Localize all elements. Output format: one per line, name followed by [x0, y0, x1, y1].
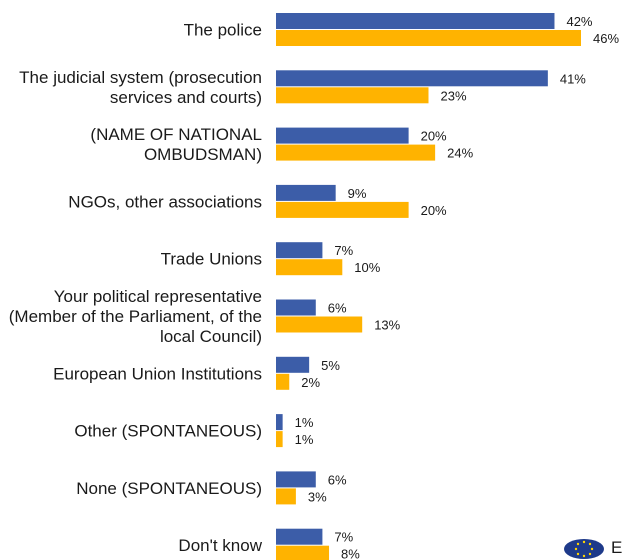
- bar-series-2: [276, 316, 363, 333]
- bar-series-1: [276, 528, 323, 545]
- bar-series-2: [276, 201, 409, 218]
- category-label: Don't know: [178, 536, 262, 555]
- bar-series-2: [276, 87, 429, 104]
- category-label: OMBUDSMAN): [144, 145, 262, 164]
- value-label: 41%: [560, 71, 586, 86]
- value-label: 20%: [421, 129, 447, 144]
- bar-series-1: [276, 70, 548, 87]
- bar-series-2: [276, 488, 296, 505]
- value-label: 7%: [334, 243, 353, 258]
- value-label: 8%: [341, 547, 360, 560]
- value-label: 6%: [328, 472, 347, 487]
- value-label: 1%: [295, 415, 314, 430]
- value-label: 3%: [308, 489, 327, 504]
- category-label: (NAME OF NATIONAL: [90, 125, 262, 144]
- bar-series-1: [276, 414, 283, 431]
- value-label: 5%: [321, 358, 340, 373]
- category-label: NGOs, other associations: [68, 192, 262, 211]
- value-label: 6%: [328, 301, 347, 316]
- bar-series-2: [276, 144, 436, 161]
- category-label: Your political representative: [54, 287, 262, 306]
- value-label: 1%: [295, 432, 314, 447]
- value-label: 10%: [354, 260, 380, 275]
- bar-series-1: [276, 242, 323, 259]
- category-label: Other (SPONTANEOUS): [74, 422, 262, 441]
- value-label: 20%: [421, 203, 447, 218]
- value-label: 7%: [334, 530, 353, 545]
- value-label: 24%: [447, 146, 473, 161]
- category-label: None (SPONTANEOUS): [76, 479, 262, 498]
- category-label: local Council): [160, 327, 262, 346]
- value-label: 42%: [566, 14, 592, 29]
- bar-series-1: [276, 127, 409, 144]
- value-label: 46%: [593, 31, 619, 46]
- bar-series-2: [276, 431, 283, 448]
- bar-series-1: [276, 471, 316, 488]
- value-label: 9%: [348, 186, 367, 201]
- bar-series-1: [276, 356, 310, 373]
- bar-series-2: [276, 545, 330, 560]
- bar-series-1: [276, 184, 336, 201]
- bar-series-2: [276, 259, 343, 276]
- bar-series-2: [276, 373, 290, 390]
- eu-flag-icon: [564, 539, 604, 559]
- category-label: services and courts): [110, 88, 262, 107]
- category-label: (Member of the Parliament, of the: [9, 307, 262, 326]
- category-label: The police: [184, 21, 262, 40]
- bar-series-2: [276, 30, 581, 46]
- bar-series-1: [276, 13, 555, 29]
- value-label: 23%: [441, 88, 467, 103]
- category-label: The judicial system (prosecution: [19, 68, 262, 87]
- value-label: 13%: [374, 318, 400, 333]
- value-label: 2%: [301, 375, 320, 390]
- bar-series-1: [276, 299, 316, 316]
- category-label: Trade Unions: [161, 250, 262, 269]
- logo-text: E: [611, 538, 622, 557]
- category-label: European Union Institutions: [53, 364, 262, 383]
